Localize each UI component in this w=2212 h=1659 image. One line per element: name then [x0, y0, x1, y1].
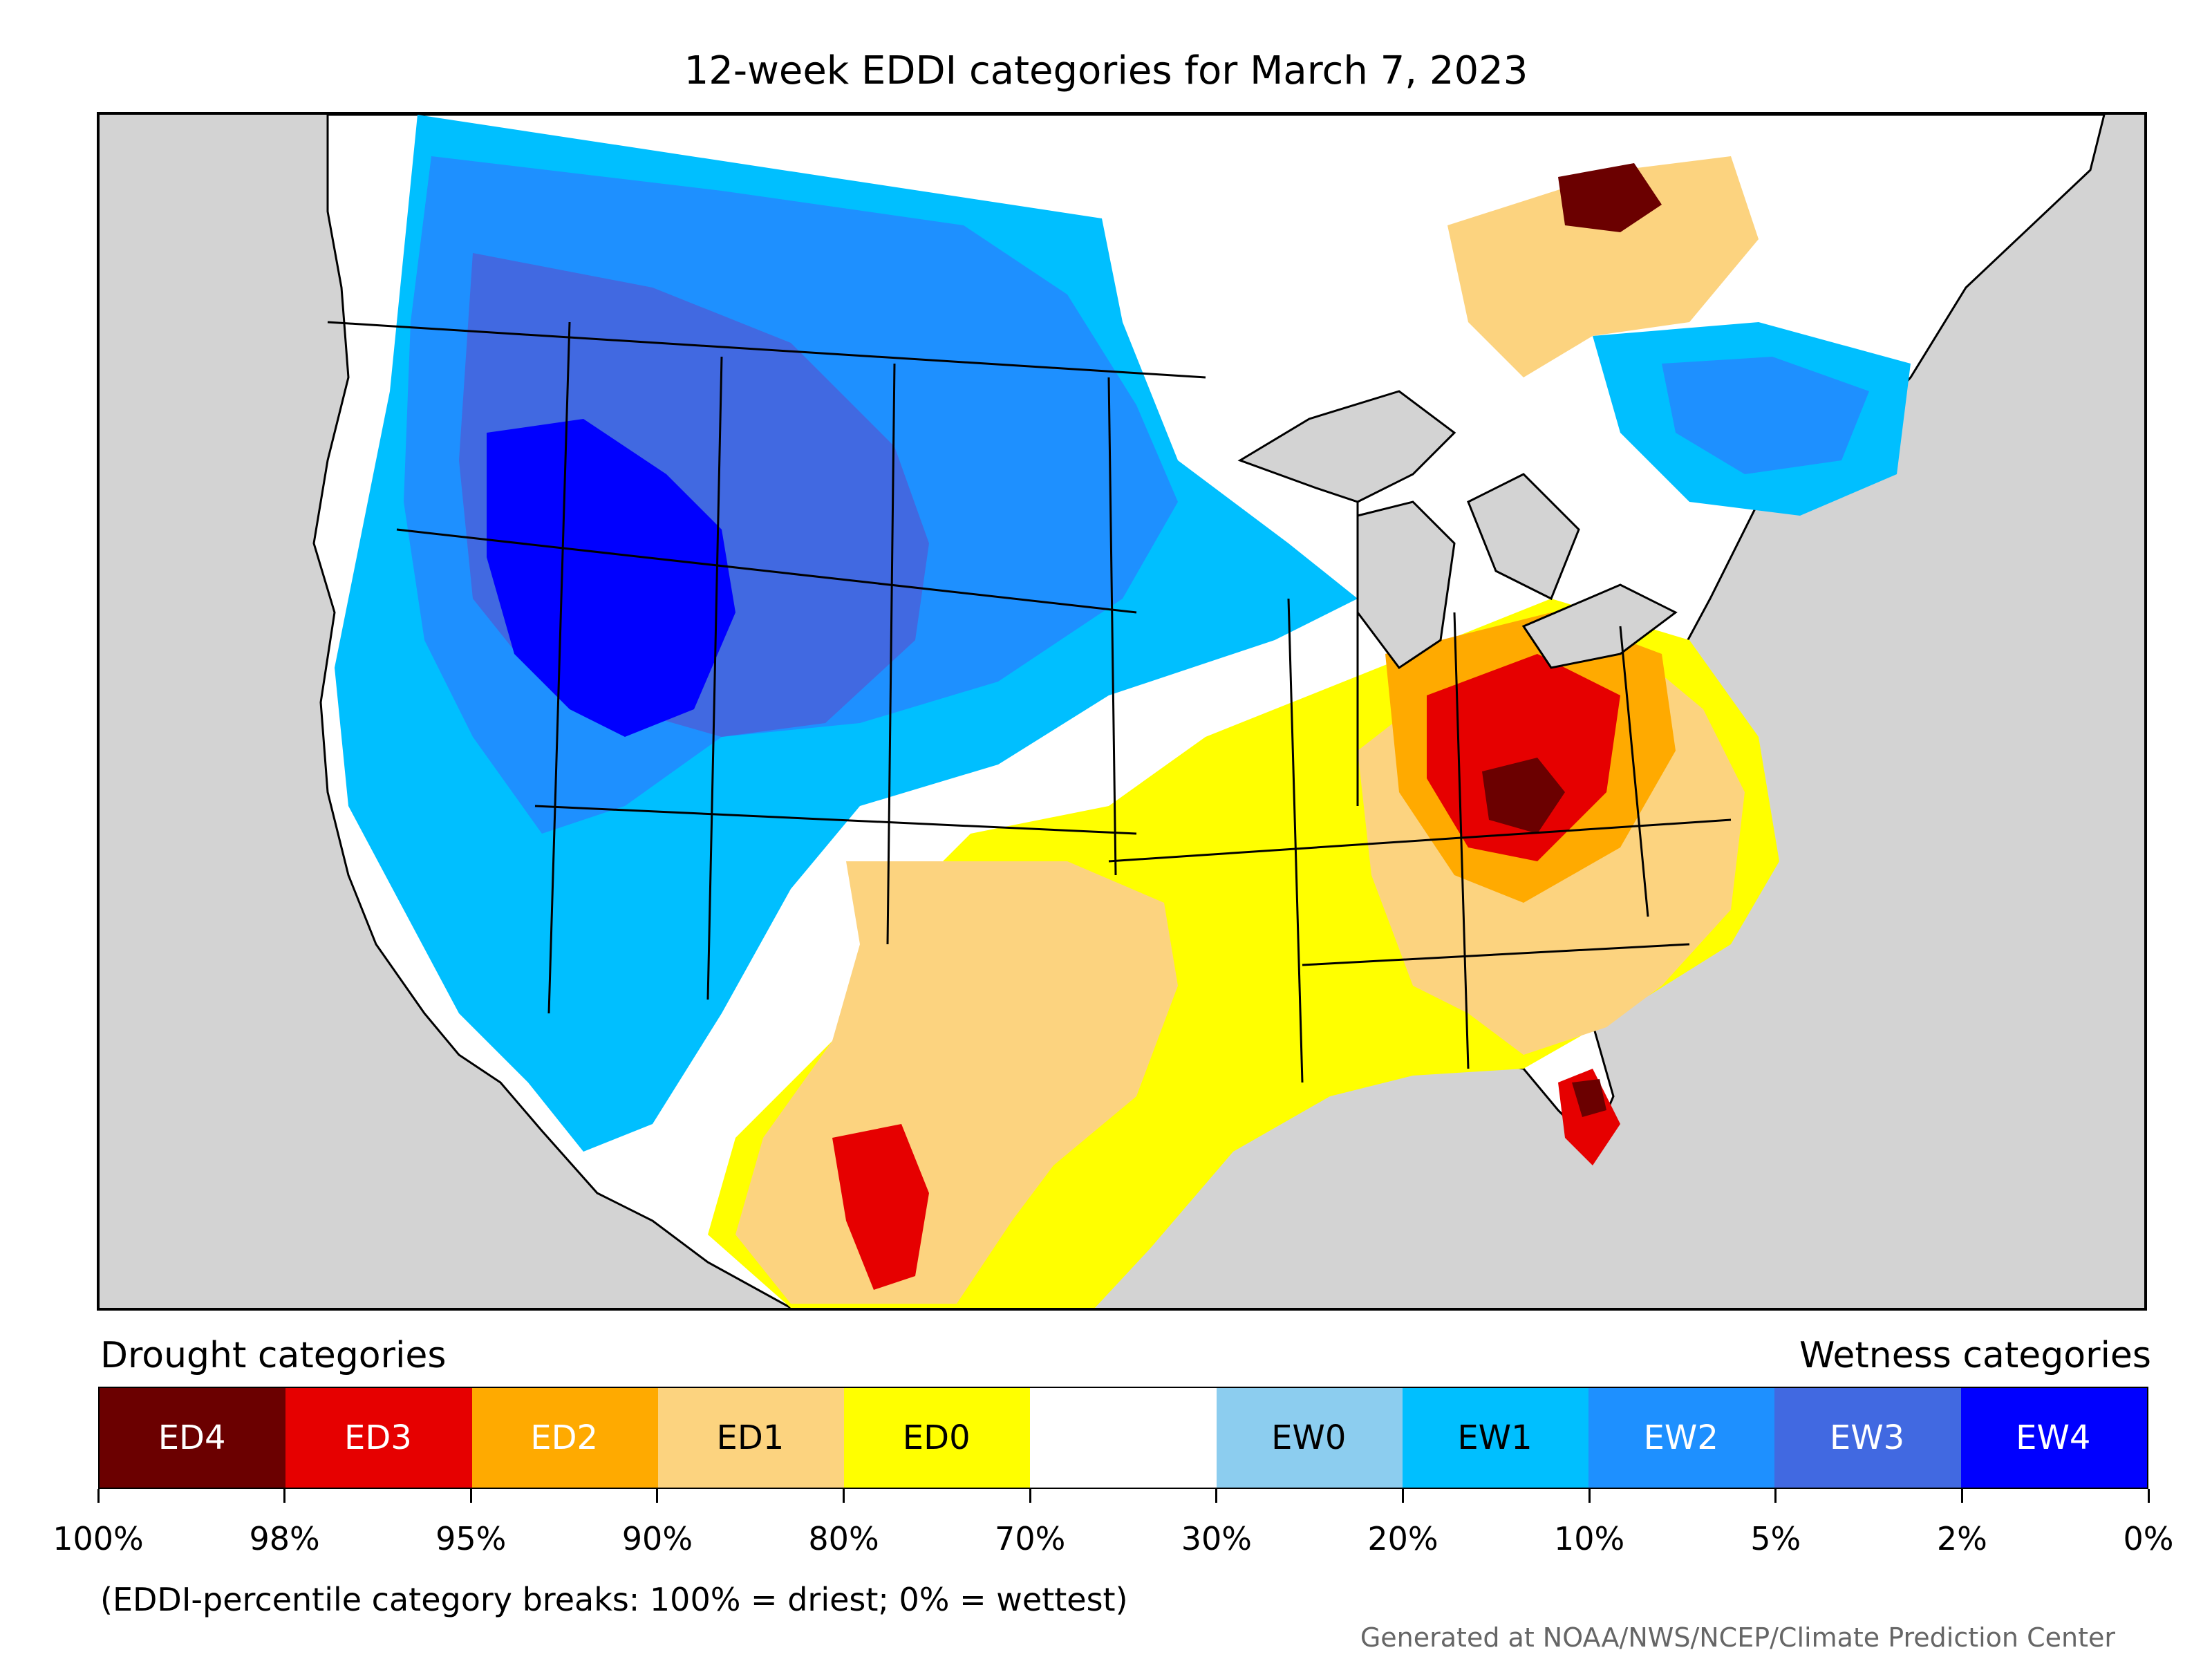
- colorbar-segment-ew2: EW2: [1588, 1388, 1775, 1488]
- colorbar-tick-label: 5%: [1750, 1520, 1801, 1557]
- colorbar-segment-ed1: ED1: [657, 1388, 845, 1488]
- colorbar-tick-label: 0%: [2123, 1520, 2174, 1557]
- colorbar-tick-label: 2%: [1936, 1520, 1987, 1557]
- colorbar-tick: [656, 1489, 659, 1503]
- colorbar-ticks: [97, 1489, 2150, 1510]
- wetness-categories-title: Wetness categories: [1799, 1335, 2151, 1376]
- colorbar-tick-label: 95%: [435, 1520, 507, 1557]
- colorbar-tick: [469, 1489, 472, 1503]
- colorbar-segment-ew4: EW4: [1960, 1388, 2147, 1488]
- drought-ed3-region: [1427, 654, 1620, 861]
- colorbar-tick: [97, 1489, 100, 1503]
- colorbar-tick-label: 70%: [995, 1520, 1066, 1557]
- wetness-ne-ew2-region: [1662, 357, 1869, 474]
- great-lakes: [1237, 390, 1678, 670]
- colorbar-segment-ed4: ED4: [100, 1388, 286, 1488]
- colorbar-tick: [1401, 1489, 1404, 1503]
- colorbar-tick: [1029, 1489, 1031, 1503]
- colorbar-tick: [283, 1489, 286, 1503]
- drought-categories-title: Drought categories: [100, 1335, 447, 1376]
- colorbar-tick: [1215, 1489, 1218, 1503]
- colorbar-tick: [1960, 1489, 1963, 1503]
- drought-ed3-florida-region: [1558, 1069, 1620, 1165]
- state-boundaries: [327, 321, 1732, 1083]
- map-title: 12-week EDDI categories for March 7, 202…: [684, 48, 1528, 93]
- map-canvas: [312, 115, 2106, 1308]
- drought-ed1-ne-region: [1447, 156, 1759, 377]
- colorbar-segment-ed3: ED3: [285, 1388, 472, 1488]
- wetness-ew4-region: [487, 419, 735, 737]
- drought-ed4-florida-region: [1572, 1079, 1606, 1117]
- drought-ed4-region: [1482, 758, 1565, 834]
- colorbar-tick-label: 30%: [1181, 1520, 1252, 1557]
- colorbar-tick: [2147, 1489, 2150, 1503]
- eddi-map: [97, 112, 2147, 1311]
- drought-ed4-ne-region: [1558, 163, 1662, 232]
- colorbar-segment-ed2: ED2: [471, 1388, 658, 1488]
- colorbar-segment-neutral: [1030, 1388, 1217, 1488]
- colorbar-tick-label: 20%: [1367, 1520, 1438, 1557]
- credit-text: Generated at NOAA/NWS/NCEP/Climate Predi…: [1360, 1622, 2115, 1653]
- colorbar-tick: [843, 1489, 845, 1503]
- colorbar-tick-label: 80%: [808, 1520, 879, 1557]
- colorbar-segment-ew0: EW0: [1216, 1388, 1403, 1488]
- colorbar-tick-label: 10%: [1553, 1520, 1625, 1557]
- colorbar-tick-label: 98%: [249, 1520, 320, 1557]
- colorbar-segment-ed0: ED0: [844, 1388, 1031, 1488]
- category-breaks-note: (EDDI-percentile category breaks: 100% =…: [100, 1581, 1128, 1618]
- colorbar-tick-label: 90%: [621, 1520, 693, 1557]
- colorbar-tick: [1588, 1489, 1591, 1503]
- category-colorbar: ED4 ED3 ED2 ED1 ED0 EW0 EW1 EW2 EW3 EW4: [98, 1387, 2148, 1489]
- colorbar-segment-ew3: EW3: [1774, 1388, 1961, 1488]
- colorbar-segment-ew1: EW1: [1402, 1388, 1589, 1488]
- colorbar-tick-label: 100%: [53, 1520, 144, 1557]
- colorbar-tick: [1774, 1489, 1777, 1503]
- drought-ed3-texas-region: [832, 1124, 929, 1290]
